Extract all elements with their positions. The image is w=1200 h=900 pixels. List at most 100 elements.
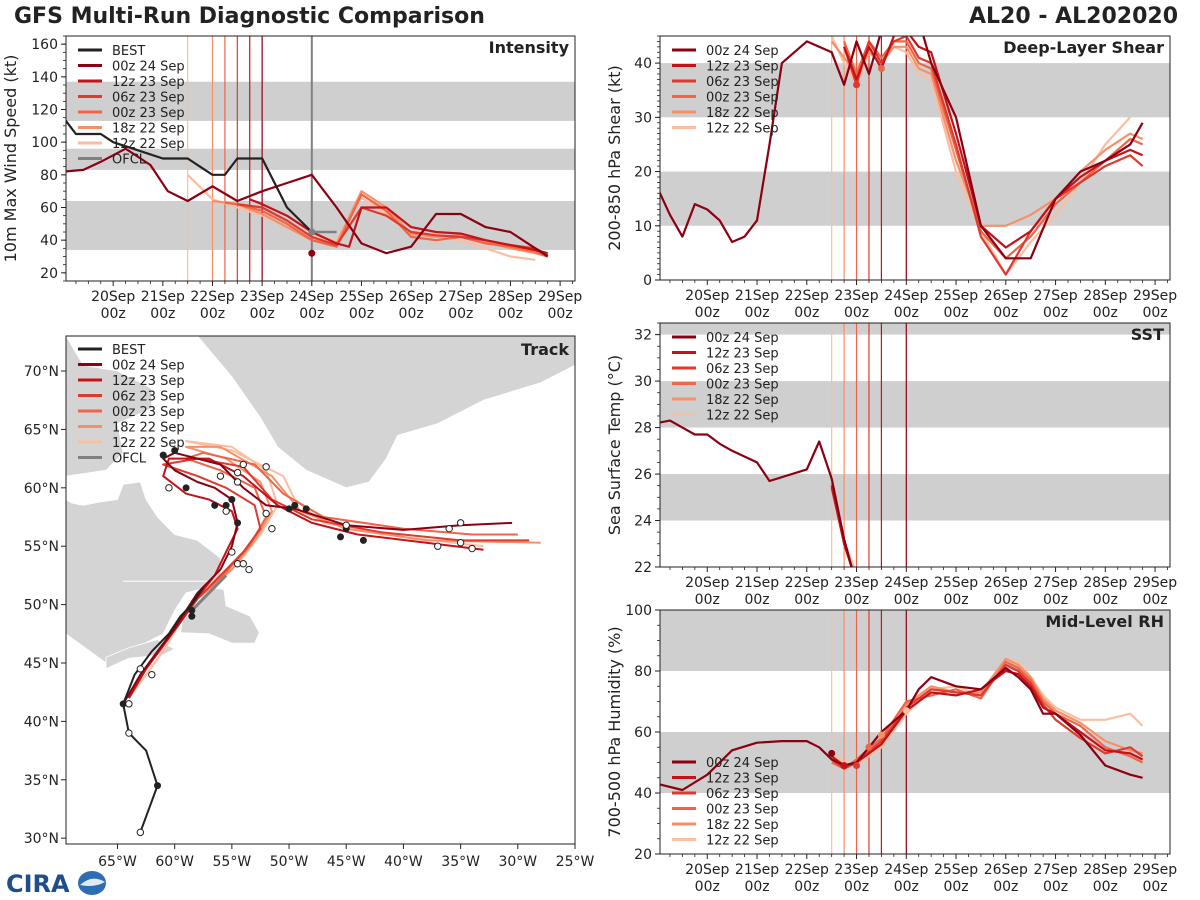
- intensity-xtick-hour: 00z: [548, 306, 573, 322]
- track-legend-label-6: 12z 22 Sep: [112, 436, 185, 451]
- rh-xtick-day: 26Sep: [984, 862, 1028, 878]
- rh-legend-label-0: 00z 24 Sep: [706, 756, 779, 771]
- track-point-open: [245, 565, 253, 574]
- storm-id: AL20 - AL202020: [969, 4, 1178, 29]
- intensity-legend-label-2: 12z 23 Sep: [112, 75, 185, 90]
- rh-xtick-hour: 00z: [993, 879, 1018, 895]
- rh-plot-area: [660, 610, 1170, 854]
- track-point-open: [456, 519, 465, 527]
- sst-xtick-hour: 00z: [744, 592, 769, 608]
- track-legend-label-2: 12z 23 Sep: [112, 374, 185, 389]
- rh-series-1: [831, 669, 1144, 767]
- intensity-xtick-day: 21Sep: [141, 289, 185, 305]
- track-point-open: [239, 460, 247, 469]
- intensity-series-0: [66, 147, 549, 258]
- sst-ytick-label: 26: [634, 467, 652, 483]
- rh-title: Mid-Level RH: [1045, 612, 1164, 631]
- sst-xtick-day: 24Sep: [884, 575, 928, 591]
- shear-legend-label-2: 06z 23 Sep: [706, 75, 779, 90]
- track-series-0: [122, 451, 513, 705]
- track-ytick-label: 50°N: [24, 598, 59, 614]
- shear-init-point-1: [877, 65, 885, 73]
- track-point-open: [228, 548, 236, 556]
- rh-init-point-5: [902, 707, 910, 715]
- sst-band-2: [660, 323, 1170, 335]
- shear-xtick-hour: 00z: [695, 305, 720, 321]
- sst-legend-label-4: 18z 22 Sep: [706, 393, 779, 408]
- shear-legend-label-3: 00z 23 Sep: [706, 91, 779, 106]
- intensity-init-point: [308, 249, 316, 257]
- rh-legend-label-1: 12z 23 Sep: [706, 772, 779, 787]
- shear-ytick-label: 20: [634, 165, 652, 181]
- shear-xtick-day: 20Sep: [685, 288, 729, 304]
- shear-plot-area: [660, 36, 1170, 280]
- track-point-filled: [234, 519, 242, 527]
- rh-xtick-day: 24Sep: [884, 862, 928, 878]
- intensity-xtick-hour: 00z: [101, 306, 126, 322]
- intensity-series-3: [224, 193, 549, 258]
- rh-series-3: [831, 660, 1144, 770]
- shear-xtick-hour: 00z: [844, 305, 869, 321]
- sst-legend-label-1: 12z 23 Sep: [706, 347, 779, 362]
- shear-legend-label-1: 12z 23 Sep: [706, 60, 779, 75]
- sst-xtick-day: 27Sep: [1033, 575, 1077, 591]
- track-point-open: [136, 665, 145, 673]
- shear-frame: [659, 35, 1171, 281]
- sst-band-1: [660, 381, 1170, 428]
- rh-xtick-day: 28Sep: [1083, 862, 1127, 878]
- rh-xtick-day: 21Sep: [735, 862, 779, 878]
- shear-ytick-label: 40: [634, 56, 652, 72]
- rh-init-point-3: [865, 743, 873, 751]
- shear-ylabel: 200-850 hPa Shear (kt): [605, 65, 624, 251]
- sst-legend-label-0: 00z 24 Sep: [706, 331, 779, 346]
- intensity-xtick-day: 29Sep: [538, 289, 582, 305]
- intensity-ytick-label: 120: [31, 103, 58, 119]
- track-legend-label-5: 18z 22 Sep: [112, 421, 185, 436]
- shear-xtick-day: 28Sep: [1083, 288, 1127, 304]
- sst-xtick-hour: 00z: [894, 592, 919, 608]
- rh-ytick-label: 80: [634, 664, 652, 680]
- intensity-legend-label-6: 12z 22 Sep: [112, 137, 185, 152]
- shear-xtick-hour: 00z: [894, 305, 919, 321]
- sst-plot-area: [660, 323, 1170, 567]
- intensity-xtick-day: 28Sep: [488, 289, 532, 305]
- shear-ytick-label: 30: [634, 110, 652, 126]
- sst-xtick-day: 21Sep: [735, 575, 779, 591]
- intensity-xtick-day: 25Sep: [339, 289, 383, 305]
- track-xtick-label: 50°W: [270, 854, 309, 870]
- rh-init-point-2: [853, 762, 861, 770]
- rh-legend-label-3: 00z 23 Sep: [706, 803, 779, 818]
- track-xtick-label: 55°W: [213, 854, 252, 870]
- shear-xtick-hour: 00z: [1043, 305, 1068, 321]
- track-xtick-label: 60°W: [155, 854, 194, 870]
- shear-band-1: [660, 63, 1170, 118]
- rh-xtick-hour: 00z: [1043, 879, 1068, 895]
- track-frame: [65, 335, 576, 845]
- sst-frame: [659, 322, 1171, 568]
- track-point-filled: [302, 505, 310, 513]
- shear-xtick-hour: 00z: [1093, 305, 1118, 321]
- track-point-open: [268, 524, 276, 533]
- rh-xtick-hour: 00z: [794, 879, 819, 895]
- intensity-series-1: [249, 198, 548, 255]
- shear-xtick-day: 23Sep: [834, 288, 878, 304]
- rh-init-point-1: [840, 762, 848, 770]
- track-point-filled: [291, 501, 299, 509]
- track-point-filled: [171, 446, 179, 454]
- shear-title: Deep-Layer Shear: [1003, 38, 1164, 57]
- sst-xtick-hour: 00z: [993, 592, 1018, 608]
- intensity-band-1: [66, 148, 575, 170]
- rh-xtick-day: 20Sep: [685, 862, 729, 878]
- track-point-filled: [211, 501, 219, 509]
- intensity-xtick-day: 26Sep: [389, 289, 433, 305]
- intensity-ytick-label: 80: [40, 168, 58, 184]
- sst-xtick-hour: 00z: [844, 592, 869, 608]
- intensity-best-line: [66, 119, 313, 233]
- track-xtick-label: 45°W: [327, 854, 366, 870]
- intensity-title: Intensity: [489, 38, 570, 57]
- cira-logo: CIRA: [6, 870, 106, 898]
- shear-xtick-hour: 00z: [744, 305, 769, 321]
- sst-legend-label-3: 00z 23 Sep: [706, 378, 779, 393]
- rh-xtick-day: 23Sep: [834, 862, 878, 878]
- page-title: GFS Multi-Run Diagnostic Comparison: [14, 4, 485, 29]
